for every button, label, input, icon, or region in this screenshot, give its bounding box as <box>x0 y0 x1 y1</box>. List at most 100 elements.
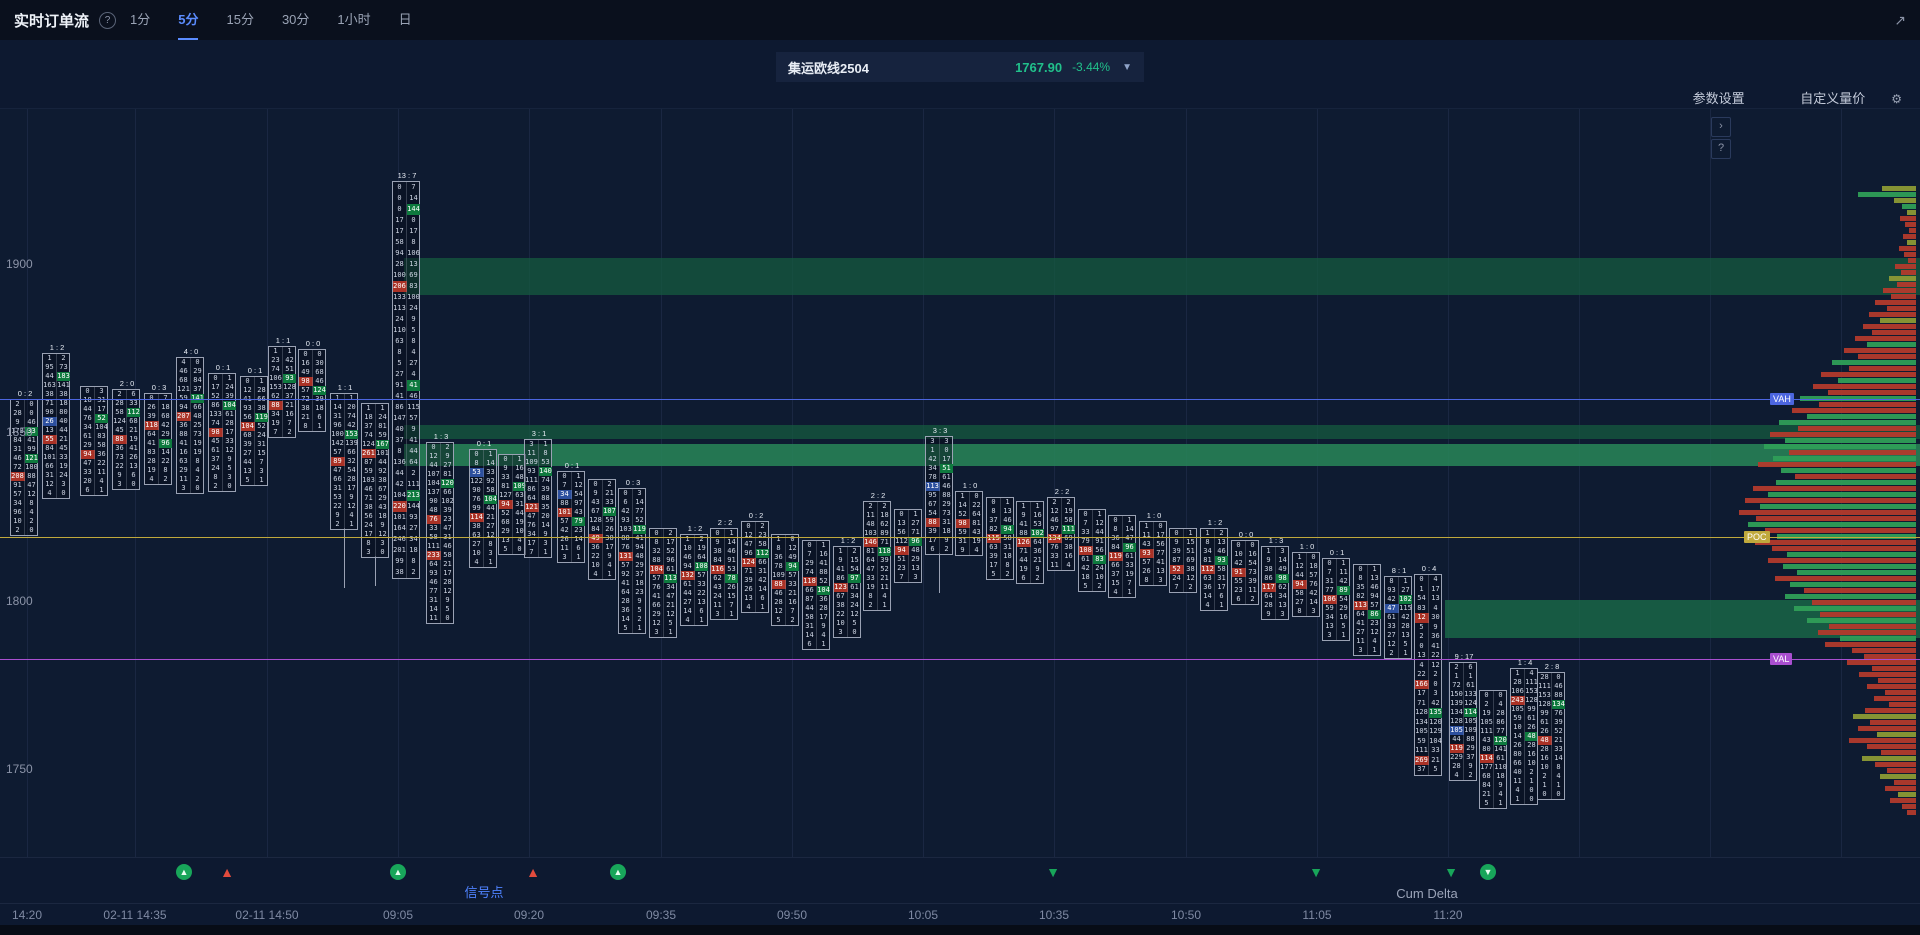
ask-volume: 3 <box>543 539 548 547</box>
footprint-row: 79 91 <box>1079 537 1105 546</box>
panel-help-button[interactable]: ? <box>1711 139 1731 159</box>
chart-area[interactable]: › ? 0 : 2 2 0 28 0 9 46 173 33 84 41 31 99 46 121 72 180… <box>0 108 1920 858</box>
volume-profile-bar <box>1867 684 1916 689</box>
ask-volume: 17 <box>605 543 614 551</box>
volume-profile-bar <box>1781 468 1916 473</box>
candle-delta-label: 9 : 17 <box>1454 652 1474 661</box>
tab-1分[interactable]: 1分 <box>130 12 151 27</box>
bid-volume: 41 <box>1017 520 1031 529</box>
bid-volume: 43 <box>1480 736 1494 745</box>
bid-volume: 24 <box>209 464 223 473</box>
bid-volume: 101 <box>393 512 407 523</box>
ask-volume: 0 <box>1433 679 1438 688</box>
footprint-row: 17 0 <box>393 215 419 226</box>
ask-volume: 27 <box>409 524 418 532</box>
footprint-row: 0 14 <box>393 193 419 204</box>
ask-volume: 4 <box>974 546 979 554</box>
bid-volume: 83 <box>1415 603 1429 613</box>
ask-volume: 21 <box>486 513 495 521</box>
ask-volume: 9 <box>1498 781 1503 789</box>
ask-volume: 1 <box>699 616 704 624</box>
time-axis[interactable]: 14:20 02-11 14:35 02-11 14:50 09:05 09:20 09:… <box>0 903 1920 926</box>
ask-volume: 31 <box>257 440 266 448</box>
ask-volume: 34 <box>850 592 859 600</box>
ask-volume: 41 <box>1431 641 1440 650</box>
footprint-row: 86 39 <box>525 485 551 494</box>
volume-profile-bar <box>1900 216 1916 221</box>
settings-button[interactable]: 参数设置 <box>1667 91 1745 106</box>
bid-volume: 111 <box>1415 746 1429 756</box>
footprint-row: 38 24 <box>834 601 860 610</box>
custom-volume-price-button[interactable]: 自定义量价 ⚙ <box>1774 91 1902 106</box>
footprint-row: 57 124 <box>299 386 326 395</box>
tab-30分[interactable]: 30分 <box>281 12 310 27</box>
bid-volume: 46 <box>772 589 786 598</box>
bid-volume: 31 <box>331 484 345 493</box>
bid-volume: 83 <box>145 448 159 457</box>
candle-delta-label: 1 : 2 <box>687 524 703 533</box>
bid-volume: 34 <box>11 499 25 508</box>
footprint-candle: 2 : 2 0 1 9 14 38 46 84 91 116 53 62 78 43 26 24 15 11 7 3 1 <box>710 518 738 620</box>
ask-volume: 2 <box>61 354 66 362</box>
footprint-row: 63 31 <box>987 543 1013 552</box>
footprint-row: 201 18 <box>393 545 419 556</box>
bid-volume: 6 <box>803 640 817 649</box>
bid-volume: 48 <box>864 520 878 529</box>
bid-volume: 17 <box>987 561 1001 570</box>
bid-volume: 57 <box>331 448 345 457</box>
volume-profile-bar <box>1887 768 1916 773</box>
bid-volume: 4 <box>589 570 603 579</box>
collapse-panel-button[interactable]: › <box>1711 117 1731 137</box>
footprint-row: 11 4 <box>1048 561 1074 570</box>
ask-volume: 33 <box>605 498 614 506</box>
help-icon[interactable]: ? <box>99 11 117 29</box>
bid-volume: 86 <box>1262 574 1276 583</box>
bid-volume: 95 <box>926 491 940 500</box>
footprint-row: 31 24 <box>43 471 69 480</box>
ask-volume: 42 <box>161 421 170 429</box>
footprint-candle: 0 : 0 0 0 16 30 49 68 98 46 57 124 72 39 38 18 21 6 8 1 <box>298 339 326 432</box>
cum-delta-panel-label[interactable]: Cum Delta <box>1396 886 1458 901</box>
ask-volume: 2 <box>195 475 200 483</box>
bid-volume: 42 <box>619 507 633 516</box>
bid-volume: 16 <box>1538 754 1552 763</box>
ask-volume: 6 <box>317 413 322 421</box>
footprint-row: 61 39 <box>1538 718 1564 727</box>
ask-volume: 1 <box>1005 498 1010 506</box>
bid-volume: 66 <box>1109 561 1123 570</box>
footprint-candle: 1 1 9 16 41 53 88 102 126 64 71 36 44 21 19 9 6 2 <box>1016 501 1044 584</box>
bid-volume: 12 <box>427 452 441 461</box>
volume-profile-bar <box>1858 726 1916 731</box>
ask-volume: 27 <box>911 519 920 527</box>
bid-volume: 4 <box>470 558 484 567</box>
footprint-candle: 9 : 17 2 6 1 1 72 61 150 133 139 124 134 114 128 105 10… <box>1449 652 1477 781</box>
signal-panel-label[interactable]: 信号点 <box>464 885 504 900</box>
ask-volume: 34 <box>666 583 675 591</box>
bid-volume: 31 <box>956 537 970 546</box>
bid-volume: 14 <box>681 607 695 616</box>
fullscreen-icon[interactable]: ↗ <box>1894 11 1906 28</box>
ask-volume: 17 <box>225 428 234 436</box>
ask-volume: 8 <box>488 540 493 548</box>
volume-profile-bar <box>1770 432 1916 437</box>
volume-profile-bar <box>1787 552 1916 557</box>
tab-15分[interactable]: 15分 <box>226 12 254 27</box>
ask-volume: 88 <box>541 494 550 502</box>
footprint-row: 0 144 <box>393 204 420 215</box>
bid-volume: 22 <box>331 502 345 511</box>
bid-volume: 9 <box>711 538 725 547</box>
footprint-row: 19 8 <box>145 466 171 475</box>
tab-5分[interactable]: 5分 <box>178 0 199 40</box>
instrument-selector[interactable]: 集运欧线2504 1767.90 -3.44% ▼ <box>776 52 1144 82</box>
ask-volume: 15 <box>1186 538 1195 546</box>
tab-1小时[interactable]: 1小时 <box>337 12 371 27</box>
footprint-row: 58 42 <box>1293 589 1319 598</box>
tab-日[interactable]: 日 <box>398 12 412 27</box>
ask-volume: 104 <box>95 423 108 431</box>
footprint-row: 14 48 <box>1511 732 1538 741</box>
footprint-row: 96 112 <box>742 549 769 558</box>
